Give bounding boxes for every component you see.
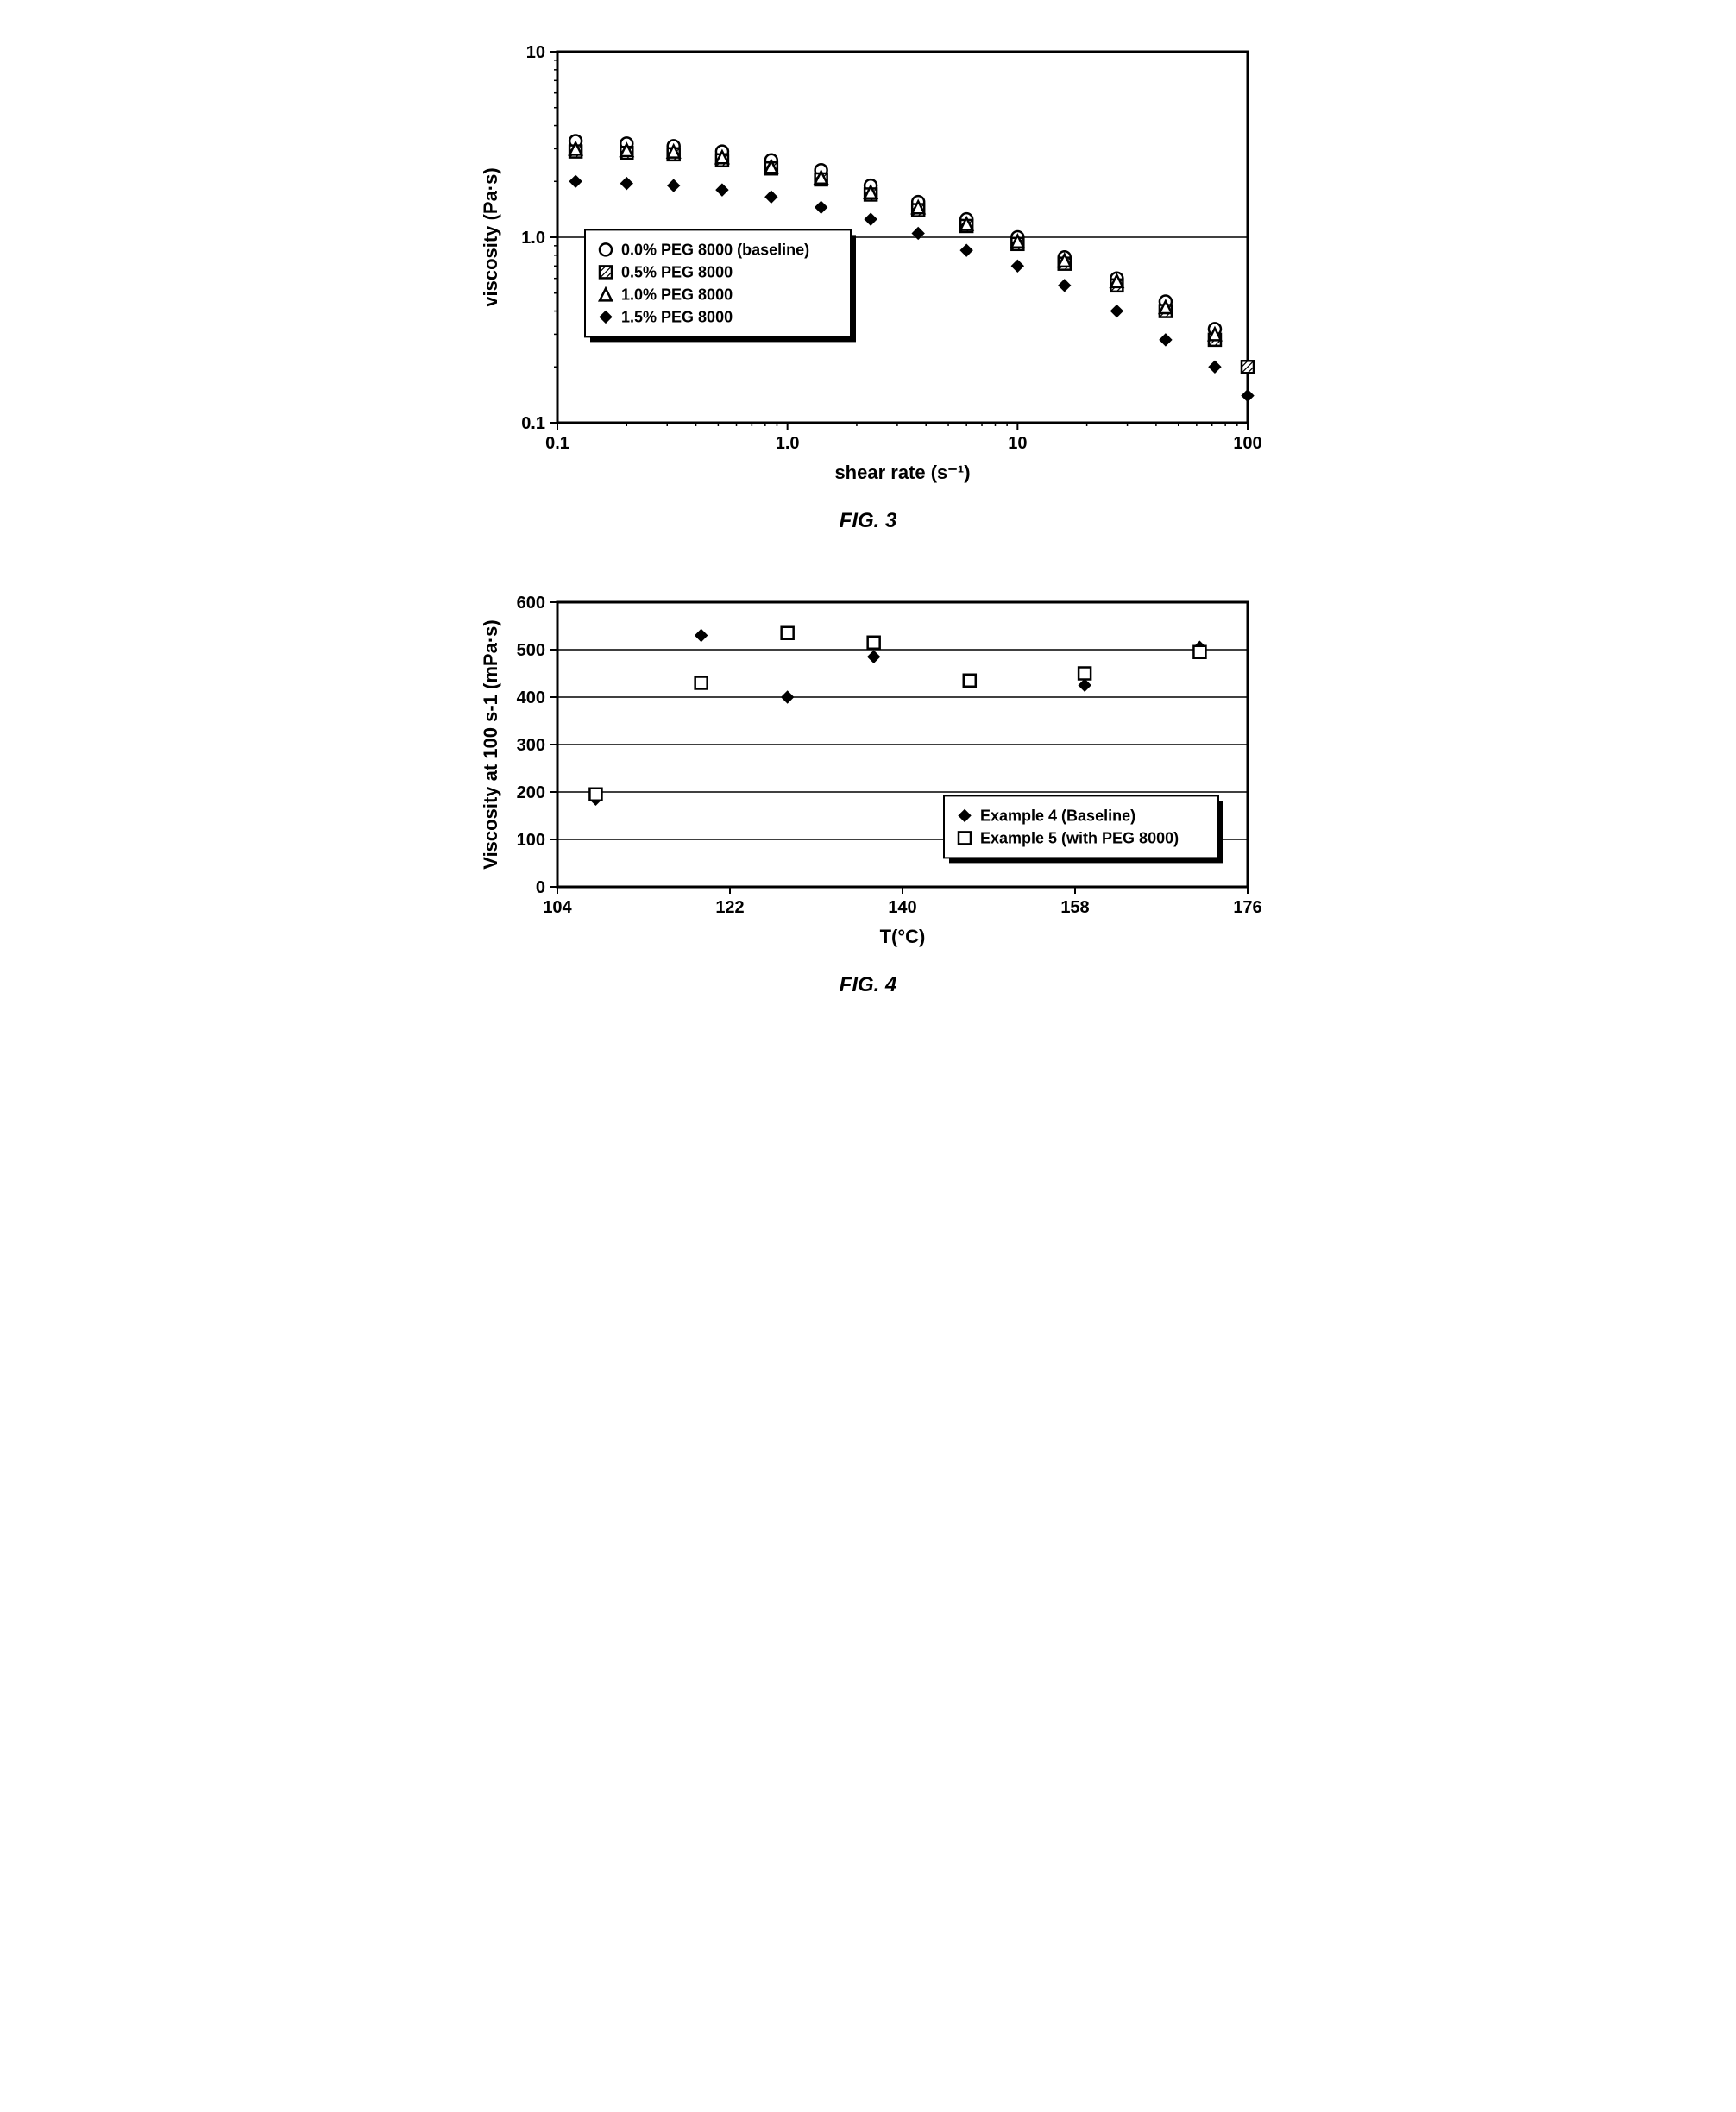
svg-text:140: 140 [888, 898, 916, 917]
svg-text:viscosity (Pa·s): viscosity (Pa·s) [480, 167, 501, 306]
svg-text:104: 104 [543, 898, 572, 917]
svg-text:1.5% PEG 8000: 1.5% PEG 8000 [621, 308, 733, 325]
svg-text:0: 0 [536, 878, 545, 897]
svg-text:0.0% PEG 8000 (baseline): 0.0% PEG 8000 (baseline) [621, 241, 809, 258]
figure-3-container: 0.1 1.0 10 0.1 1.0 10 100 shear rate (s⁻¹) visco… [471, 35, 1265, 533]
svg-text:0.1: 0.1 [521, 414, 545, 433]
figure-3-chart: 0.1 1.0 10 0.1 1.0 10 100 shear rate (s⁻¹) visco… [471, 35, 1265, 500]
svg-text:Example 4 (Baseline): Example 4 (Baseline) [980, 807, 1135, 824]
svg-text:0.5% PEG 8000: 0.5% PEG 8000 [621, 263, 733, 280]
svg-text:10: 10 [526, 43, 545, 62]
figure-4-caption: FIG. 4 [471, 973, 1265, 997]
svg-text:T(°C): T(°C) [880, 926, 926, 947]
svg-text:1.0: 1.0 [521, 229, 545, 248]
svg-text:100: 100 [517, 831, 545, 850]
svg-text:10: 10 [1008, 434, 1027, 453]
svg-text:100: 100 [1233, 434, 1261, 453]
svg-text:Viscosity at 100 s-1 (mPa·s): Viscosity at 100 s-1 (mPa·s) [480, 619, 501, 869]
svg-text:Example 5 (with PEG 8000): Example 5 (with PEG 8000) [980, 829, 1179, 846]
svg-text:400: 400 [517, 688, 545, 707]
figure-4-chart: 0 100 200 300 400 500 600 104 122 140 158 176 T(°C) V… [471, 585, 1265, 965]
svg-text:1.0% PEG 8000: 1.0% PEG 8000 [621, 286, 733, 303]
svg-text:600: 600 [517, 594, 545, 613]
svg-text:176: 176 [1233, 898, 1261, 917]
svg-text:300: 300 [517, 736, 545, 755]
svg-text:0.1: 0.1 [545, 434, 569, 453]
svg-text:1.0: 1.0 [776, 434, 800, 453]
svg-text:shear rate (s⁻¹): shear rate (s⁻¹) [834, 462, 970, 483]
figure-3-caption: FIG. 3 [471, 509, 1265, 533]
svg-text:158: 158 [1060, 898, 1089, 917]
svg-text:200: 200 [517, 783, 545, 802]
figure-4-container: 0 100 200 300 400 500 600 104 122 140 158 176 T(°C) V… [471, 585, 1265, 997]
svg-text:122: 122 [715, 898, 744, 917]
svg-text:500: 500 [517, 641, 545, 660]
